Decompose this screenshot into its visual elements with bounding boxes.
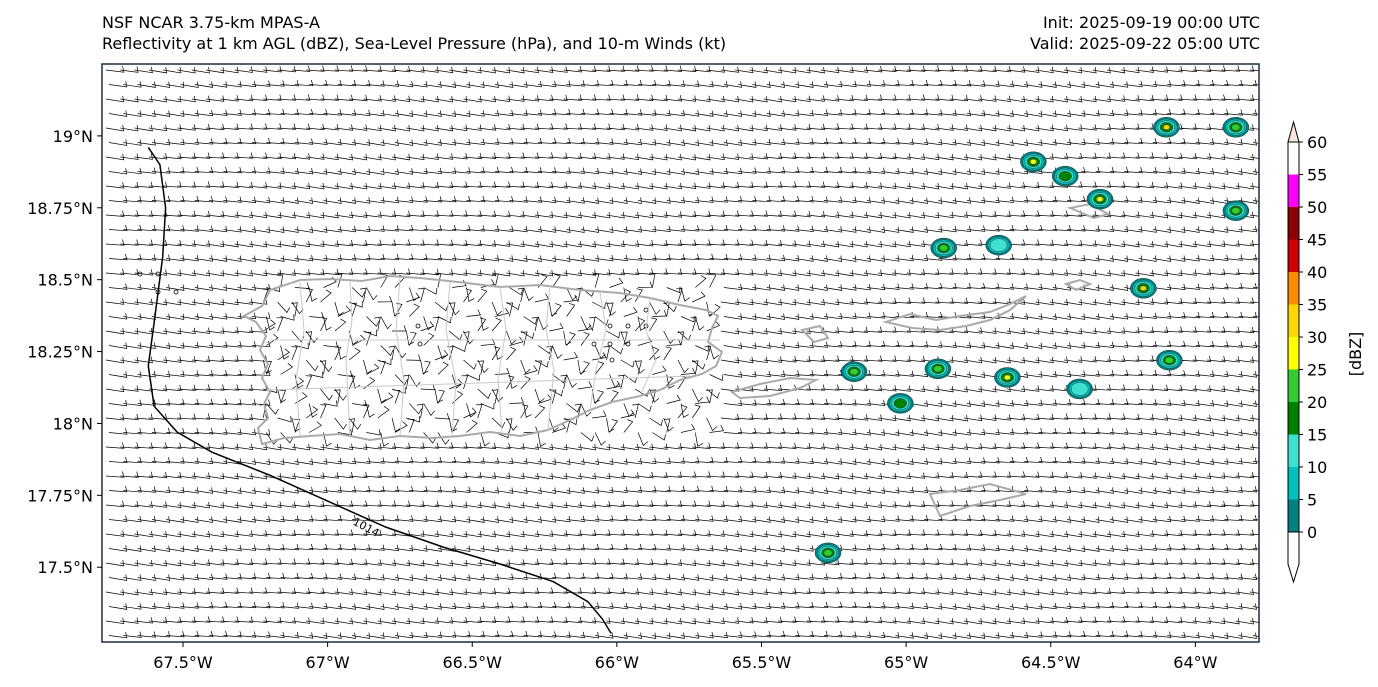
- colorbar-segment: [1288, 402, 1299, 435]
- y-tick-label: 17.5°N: [37, 558, 93, 577]
- x-tick-label: 66°W: [595, 653, 639, 672]
- coastline-vieques: [729, 376, 820, 400]
- calm-wind-marker: [609, 357, 615, 363]
- reflectivity-cell: [1153, 117, 1180, 138]
- colorbar: 0 5 10 15 20 25 30 35 40 45 50 55 60: [1287, 120, 1327, 584]
- y-tick-label: 19°N: [53, 127, 93, 146]
- colorbar-bottom-extension: [1287, 531, 1300, 584]
- time-info: Init: 2025-09-19 00:00 UTC Valid: 2025-0…: [1030, 12, 1260, 54]
- colorbar-tick-label: 50: [1307, 198, 1327, 217]
- colorbar-segment: [1288, 272, 1299, 305]
- map-background: [102, 64, 1259, 642]
- colorbar-tick-label: 15: [1307, 426, 1327, 445]
- valid-time: Valid: 2025-09-22 05:00 UTC: [1029, 34, 1260, 53]
- map-frame: [101, 63, 1260, 643]
- calm-wind-marker: [173, 289, 179, 295]
- reflectivity-cell: [1051, 165, 1079, 187]
- x-tick-label: 64.5°W: [1021, 653, 1081, 672]
- y-tick-label: 17.75°N: [27, 486, 93, 505]
- colorbar-segment: [1288, 174, 1299, 207]
- reflectivity-cell: [1222, 117, 1250, 138]
- x-tick-label: 65.5°W: [732, 653, 792, 672]
- reflectivity-cell: [1020, 151, 1047, 173]
- calm-wind-marker: [625, 323, 631, 329]
- isobar-line: [147, 146, 612, 634]
- colorbar-segment: [1288, 467, 1299, 500]
- calm-wind-marker: [607, 323, 613, 329]
- colorbar-tick-label: 0: [1307, 523, 1317, 542]
- colorbar-segment: [1288, 304, 1299, 337]
- y-tick-label: 18.75°N: [27, 199, 93, 218]
- colorbar-segment: [1288, 369, 1299, 402]
- colorbar-label: [dBZ]: [1346, 332, 1365, 377]
- colorbar-tick-label: 10: [1307, 458, 1327, 477]
- colorbar-tick-label: 55: [1307, 166, 1327, 185]
- reflectivity-cell: [930, 237, 957, 259]
- colorbar-tick-label: 20: [1307, 393, 1327, 412]
- y-tick-label: 18°N: [53, 414, 93, 433]
- reflectivity-cell: [814, 542, 842, 564]
- colorbar-top-extension: [1287, 120, 1300, 143]
- colorbar-tick-label: 45: [1307, 231, 1327, 250]
- colorbar-tick-label: 25: [1307, 361, 1327, 380]
- calm-wind-marker: [137, 271, 143, 277]
- colorbar-segment: [1288, 499, 1299, 532]
- x-axis: 67.5°W 67°W 66.5°W 66°W 65.5°W 65°W 64.5°W 64°W: [153, 642, 1218, 672]
- coastline-virgin-islands: [882, 295, 1027, 332]
- colorbar-tick-label: 30: [1307, 328, 1327, 347]
- x-tick-label: 66.5°W: [443, 653, 503, 672]
- colorbar-tick-label: 5: [1307, 491, 1317, 510]
- model-title: NSF NCAR 3.75-km MPAS-A: [102, 13, 320, 32]
- reflectivity-cell: [1130, 278, 1157, 299]
- calm-wind-marker: [591, 341, 597, 347]
- wind-barbs: [105, 65, 1259, 639]
- coastlines: [241, 202, 1111, 518]
- reflectivity-cell: [887, 393, 914, 414]
- calm-wind-marker: [415, 323, 421, 329]
- reflectivity-cell: [1222, 200, 1250, 221]
- reflectivity-cell: [1086, 188, 1114, 210]
- reflectivity-cell: [840, 361, 868, 382]
- fields-title: Reflectivity at 1 km AGL (dBZ), Sea-Leve…: [102, 34, 727, 53]
- x-tick-label: 65°W: [884, 653, 928, 672]
- calm-wind-marker: [607, 341, 613, 347]
- colorbar-segment: [1288, 239, 1299, 272]
- calm-wind-marker: [625, 341, 631, 347]
- colorbar-segment: [1288, 434, 1299, 467]
- coastline-sombrero: [1066, 202, 1111, 220]
- calm-wind-marker: [417, 341, 423, 347]
- x-tick-label: 64°W: [1173, 653, 1217, 672]
- coastline-anegada: [1063, 278, 1093, 292]
- reflectivity-cell: [924, 358, 952, 380]
- y-tick-label: 18.25°N: [27, 343, 93, 362]
- x-tick-label: 67°W: [306, 653, 350, 672]
- chart-title: NSF NCAR 3.75-km MPAS-A Reflectivity at …: [102, 12, 726, 54]
- municipal-borders: [265, 277, 720, 437]
- colorbar-segment: [1288, 207, 1299, 240]
- x-tick-label: 67.5°W: [153, 653, 213, 672]
- colorbar-tick-label: 60: [1307, 133, 1327, 152]
- reflectivity-cell: [985, 234, 1012, 256]
- y-axis: 19°N 18.75°N 18.5°N 18.25°N 18°N 17.75°N 17.5°…: [27, 127, 102, 577]
- y-tick-label: 18.5°N: [37, 271, 93, 290]
- reflectivity-cell: [1066, 378, 1093, 400]
- colorbar-tick-label: 35: [1307, 296, 1327, 315]
- coastline-st-croix: [928, 482, 1027, 518]
- colorbar-segment: [1288, 337, 1299, 370]
- colorbar-tick-label: 40: [1307, 263, 1327, 282]
- wind-barb-field: [105, 65, 1259, 639]
- init-time: Init: 2025-09-19 00:00 UTC: [1042, 13, 1260, 32]
- reflectivity-cell: [1156, 349, 1183, 371]
- reflectivity-cell: [994, 367, 1021, 388]
- coastline-culebra: [800, 324, 830, 344]
- reflectivity-cells: [814, 117, 1250, 564]
